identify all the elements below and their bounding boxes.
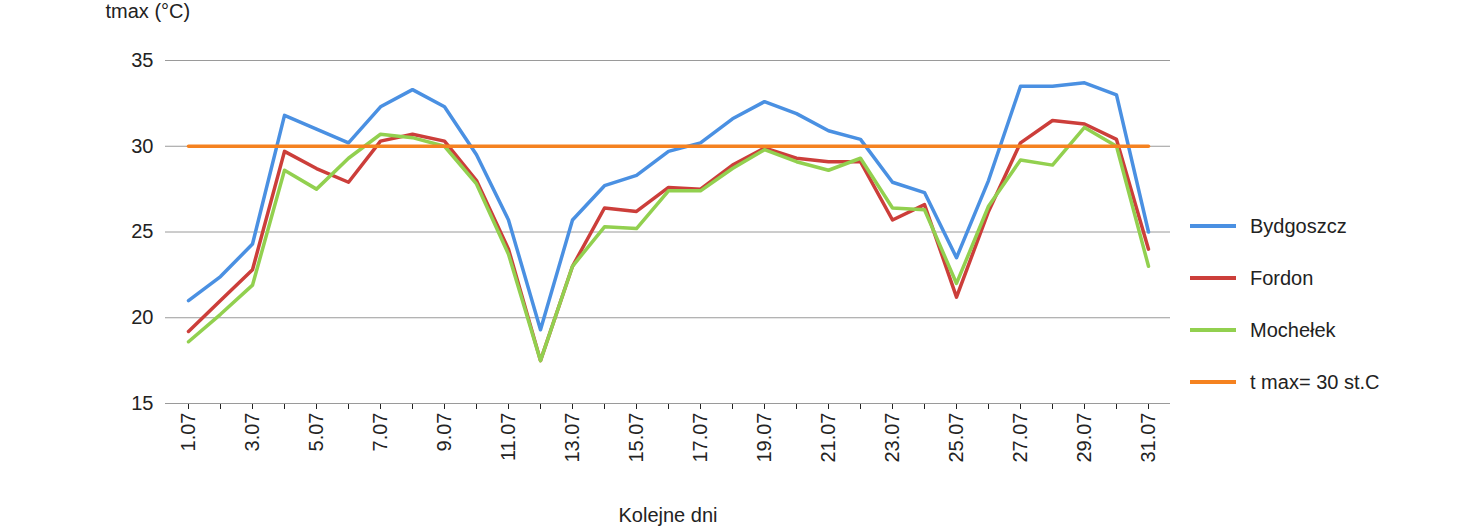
svg-text:30: 30 <box>131 135 153 157</box>
svg-text:17.07: 17.07 <box>689 413 711 463</box>
svg-text:9.07: 9.07 <box>433 413 455 452</box>
svg-text:tmax (°C): tmax (°C) <box>106 0 191 22</box>
svg-text:15: 15 <box>131 392 153 414</box>
svg-text:31.07: 31.07 <box>1137 413 1159 463</box>
svg-text:15.07: 15.07 <box>625 413 647 463</box>
svg-text:3.07: 3.07 <box>241 413 263 452</box>
svg-text:11.07: 11.07 <box>497 413 519 462</box>
svg-text:29.07: 29.07 <box>1073 413 1095 463</box>
svg-text:23.07: 23.07 <box>881 413 903 463</box>
svg-text:20: 20 <box>131 306 153 328</box>
html-text:Mochełek: Mochełek <box>1250 318 1336 341</box>
svg-text:21.07: 21.07 <box>817 413 839 463</box>
svg-text:19.07: 19.07 <box>753 413 775 463</box>
svg-text:27.07: 27.07 <box>1009 413 1031 463</box>
svg-text:25: 25 <box>131 220 153 242</box>
html-text:Fordon: Fordon <box>1250 266 1314 289</box>
html-text:t max= 30 st.C: t max= 30 st.C <box>1250 370 1380 393</box>
svg-text:Kolejne dni: Kolejne dni <box>619 504 718 526</box>
svg-text:5.07: 5.07 <box>305 413 327 452</box>
svg-text:7.07: 7.07 <box>369 413 391 452</box>
svg-text:13.07: 13.07 <box>561 413 583 463</box>
svg-text:25.07: 25.07 <box>945 413 967 463</box>
svg-text:35: 35 <box>131 49 153 71</box>
html-text:Bydgoszcz: Bydgoszcz <box>1250 214 1347 237</box>
svg-text:1.07: 1.07 <box>177 413 199 452</box>
